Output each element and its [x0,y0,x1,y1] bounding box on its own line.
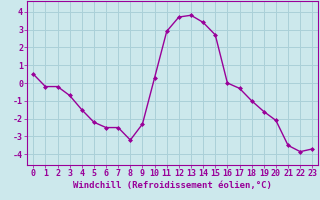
X-axis label: Windchill (Refroidissement éolien,°C): Windchill (Refroidissement éolien,°C) [73,181,272,190]
